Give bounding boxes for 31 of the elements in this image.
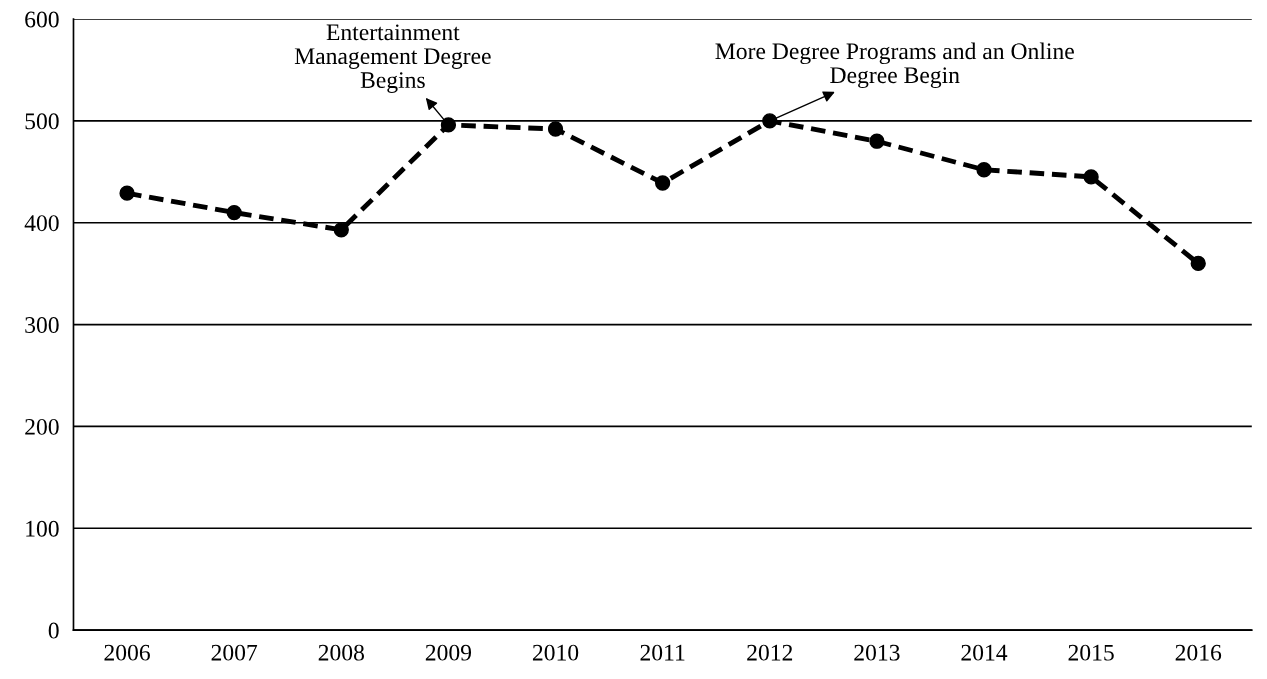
- point: [547, 121, 564, 137]
- y-tick-label: 600: [25, 11, 59, 28]
- point: [226, 204, 242, 221]
- annotation: More Degree Programs and an Online Degree Begin: [715, 42, 1074, 89]
- point: [1190, 255, 1206, 272]
- point: [655, 175, 671, 191]
- y-tick-label: 500: [25, 113, 59, 130]
- annotation: Entertainment Management Degree Begins: [294, 24, 491, 93]
- point: [1083, 169, 1099, 185]
- y-tick-label: 200: [25, 418, 59, 435]
- x-tick-label: 2011: [640, 644, 685, 661]
- point: [440, 117, 457, 133]
- x-tick-label: 2008: [318, 644, 364, 661]
- y-tick-label: 300: [25, 317, 59, 333]
- point: [976, 162, 992, 178]
- point: [762, 113, 778, 129]
- y-tick-label: 100: [26, 520, 59, 537]
- x-tick-label: 2014: [961, 644, 1008, 661]
- x-tick-label: 2007: [211, 644, 258, 661]
- point: [869, 133, 885, 149]
- x-tick-label: 2012: [747, 644, 793, 661]
- y-tick-label: 400: [24, 215, 59, 232]
- x-tick-label: 2010: [532, 644, 579, 661]
- x-tick-label: 2016: [1175, 644, 1222, 661]
- y-tick-label: 0: [48, 622, 59, 639]
- point: [119, 185, 135, 201]
- x-tick-label: 2006: [104, 644, 150, 661]
- point: [333, 222, 349, 238]
- x-tick-label: 2015: [1068, 644, 1114, 661]
- x-tick-label: 2013: [854, 644, 900, 661]
- x-tick-label: 2009: [425, 644, 472, 661]
